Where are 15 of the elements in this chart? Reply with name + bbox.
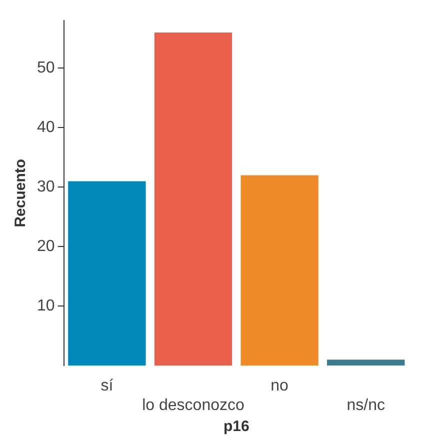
bar	[240, 175, 318, 366]
x-tick-label: lo desconozco	[142, 396, 244, 414]
y-tick-label: 50	[37, 60, 55, 77]
y-tick-label: 30	[37, 178, 55, 196]
y-tick-label: 10	[37, 298, 55, 315]
y-tick-label: 20	[37, 238, 55, 256]
x-tick-label: sí	[100, 378, 114, 395]
y-axis-title: Recuento	[12, 158, 30, 228]
bar	[327, 360, 405, 366]
bar	[154, 32, 232, 366]
x-tick-label: ns/nc	[346, 396, 385, 414]
bar	[68, 181, 146, 366]
x-axis-title: p16	[223, 418, 250, 436]
x-tick-label: no	[270, 378, 289, 395]
y-tick-label: 40	[37, 119, 55, 136]
